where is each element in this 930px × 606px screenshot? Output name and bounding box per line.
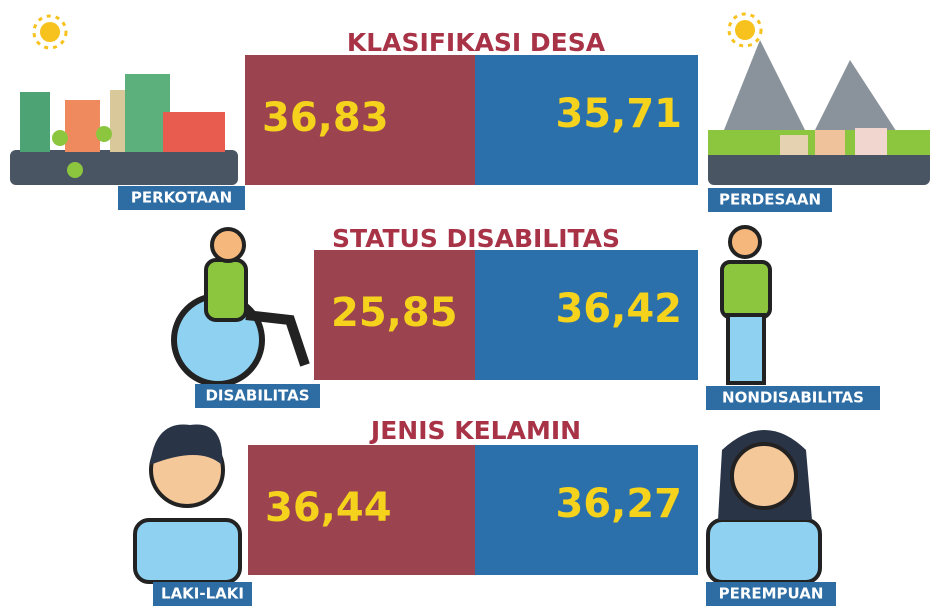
left-value: 25,85: [331, 290, 458, 336]
left-value: 36,44: [265, 485, 392, 531]
right-value: 36,42: [555, 286, 682, 332]
section-title: JENIS KELAMIN: [369, 416, 581, 445]
right-value: 36,27: [555, 481, 682, 527]
right-label: PERDESAAN: [719, 191, 821, 209]
right-label: PEREMPUAN: [719, 585, 824, 603]
right-label: NONDISABILITAS: [722, 389, 864, 407]
left-label: DISABILITAS: [205, 387, 309, 405]
left-label: LAKI-LAKI: [161, 585, 244, 603]
left-label: PERKOTAAN: [131, 189, 232, 207]
left-value: 36,83: [262, 95, 389, 141]
infographic: KLASIFIKASI DESA 36,83 35,71 PERKOTAAN PERDE…: [0, 0, 930, 606]
right-value: 35,71: [555, 91, 682, 137]
section-title: KLASIFIKASI DESA: [347, 28, 606, 57]
section-title: STATUS DISABILITAS: [332, 224, 620, 253]
